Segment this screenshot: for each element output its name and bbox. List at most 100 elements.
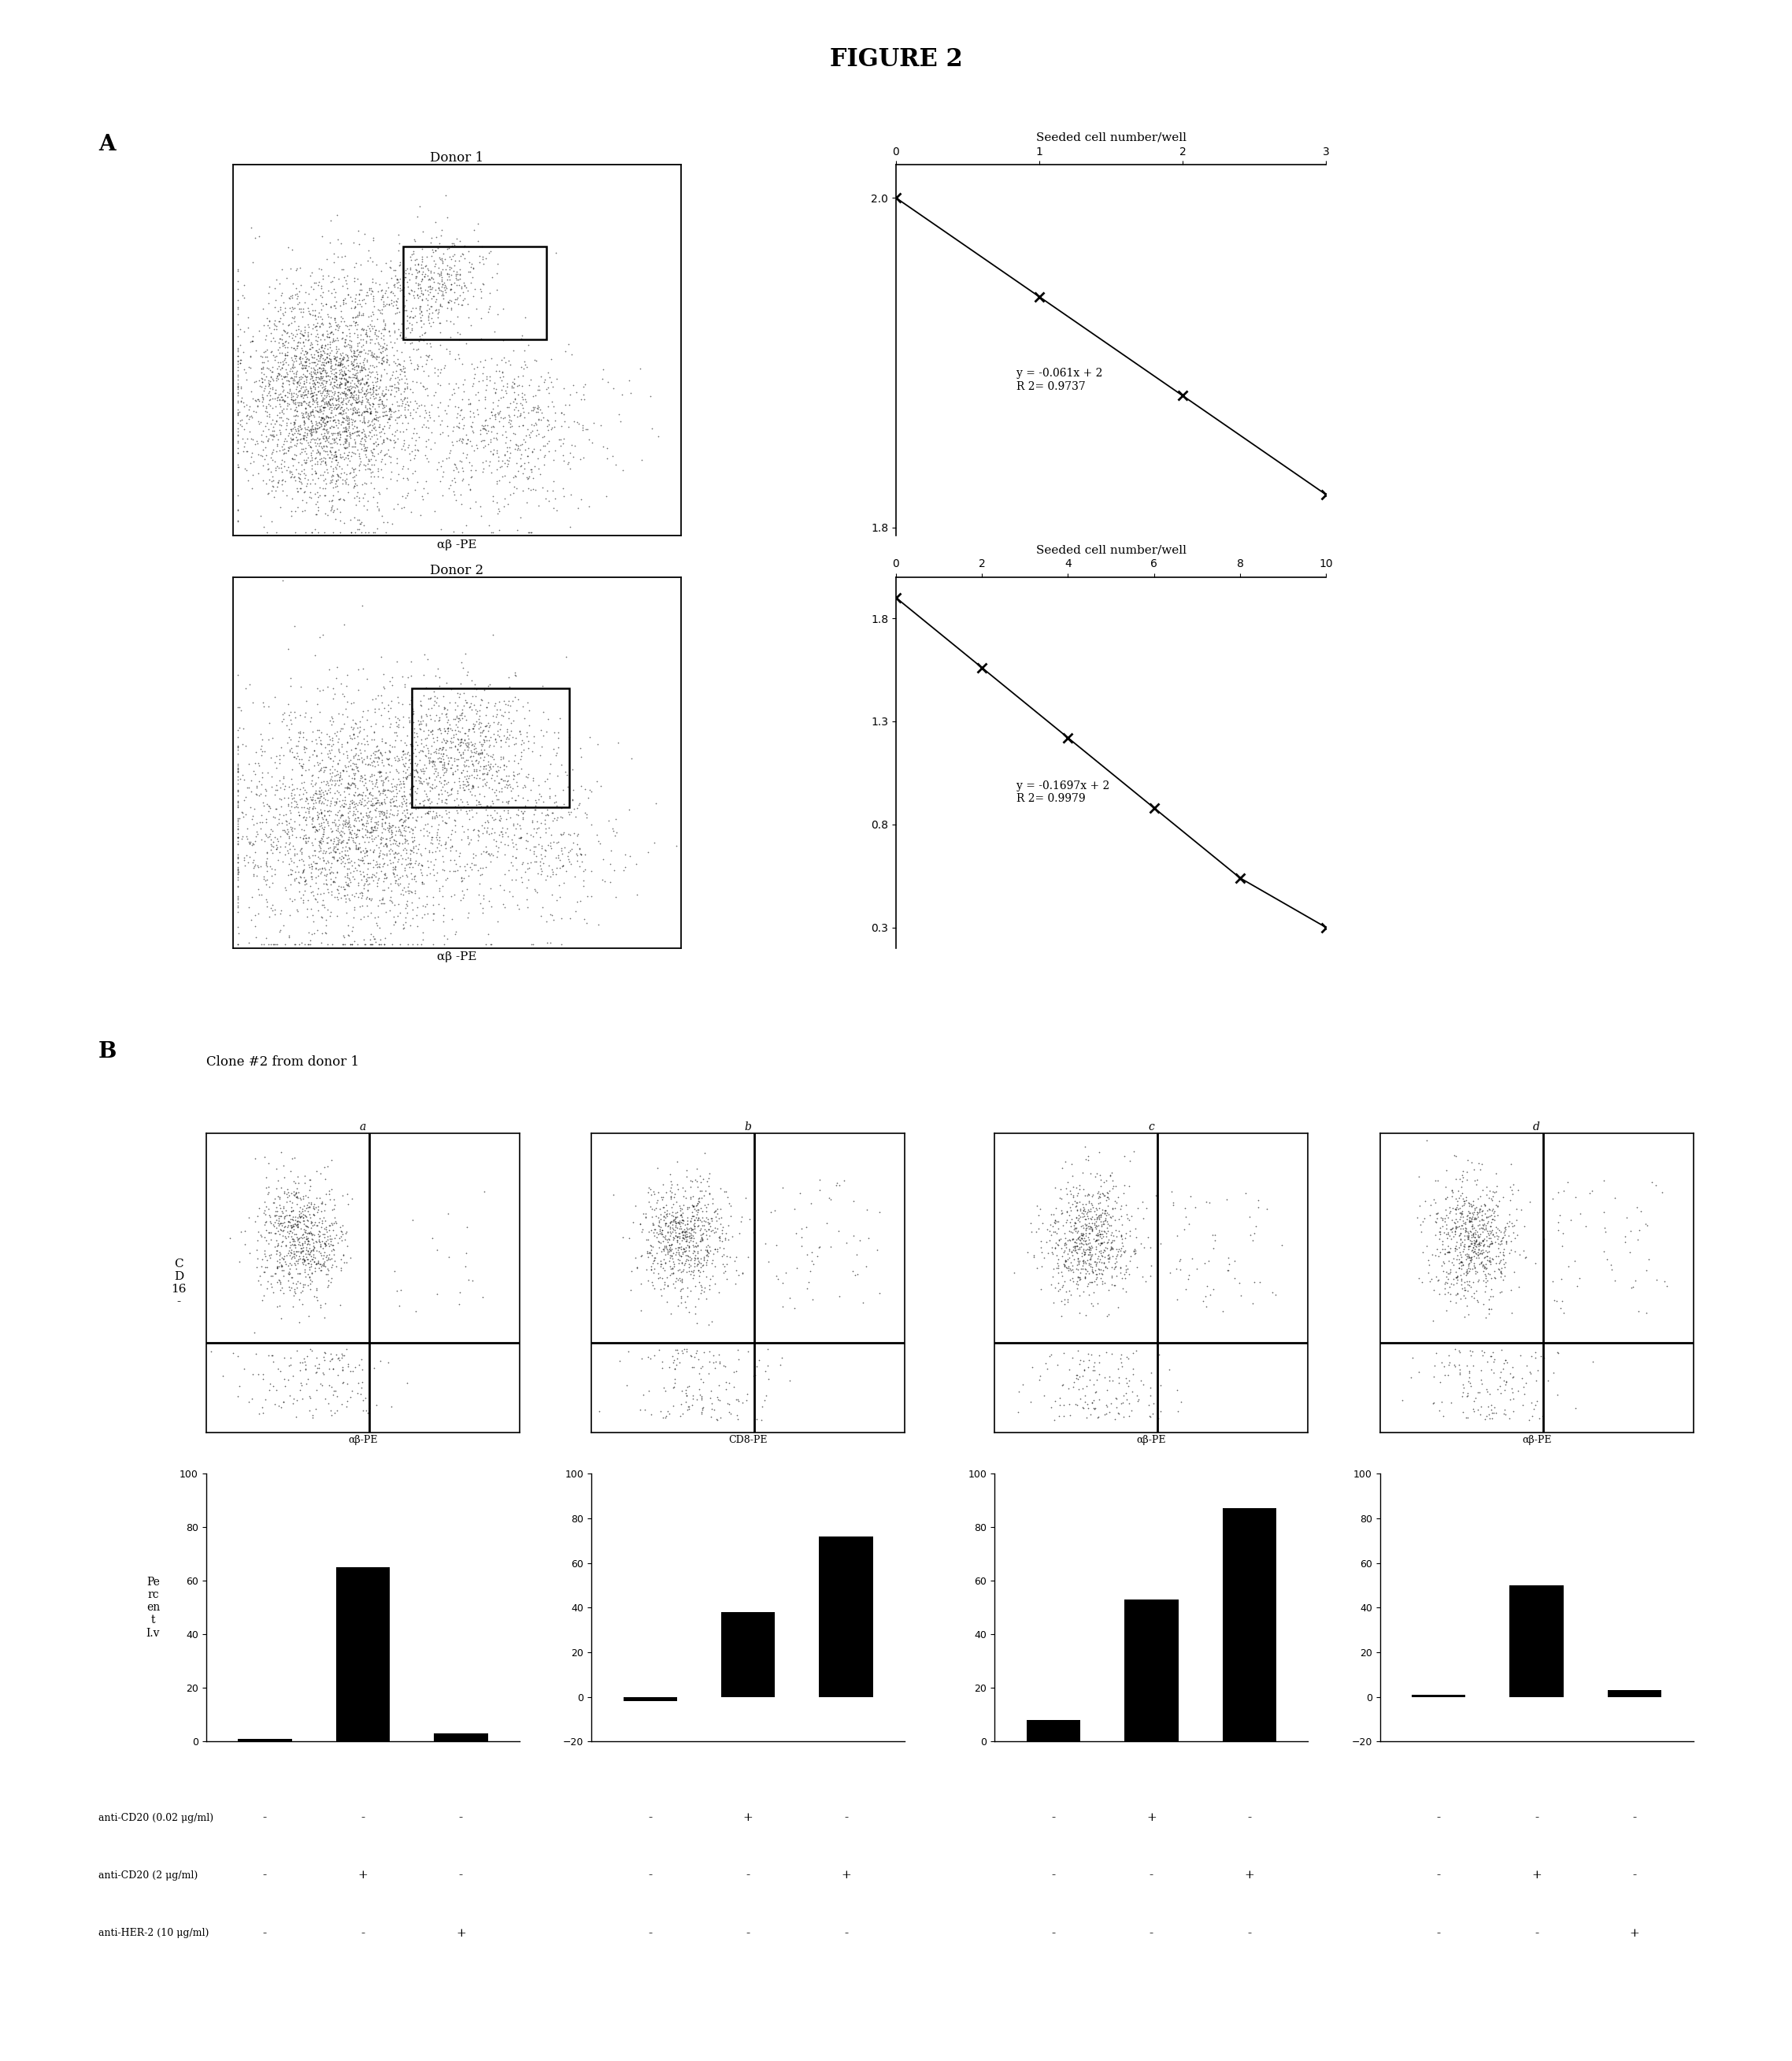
Point: [364, 423, 392, 455]
Point: [432, 666, 461, 699]
Point: [358, 748, 387, 781]
Point: [357, 375, 385, 408]
Point: [330, 361, 358, 394]
Point: [437, 740, 466, 773]
Point: [292, 1228, 321, 1261]
Point: [296, 701, 324, 734]
Point: [681, 1193, 710, 1226]
Point: [283, 365, 312, 398]
Point: [314, 857, 342, 890]
Point: [1032, 1346, 1061, 1379]
Point: [294, 820, 323, 853]
Point: [299, 1241, 328, 1274]
Point: [380, 423, 409, 455]
Point: [258, 363, 287, 396]
Point: [337, 332, 366, 365]
Point: [340, 381, 369, 414]
Point: [323, 383, 351, 416]
Point: [258, 423, 287, 455]
Point: [380, 369, 409, 402]
Point: [315, 742, 344, 775]
Point: [246, 369, 274, 402]
Point: [711, 1239, 740, 1272]
Point: [1066, 1169, 1095, 1202]
Point: [740, 1358, 769, 1391]
Point: [360, 328, 389, 361]
Point: [222, 808, 251, 841]
Point: [294, 927, 323, 960]
Point: [498, 826, 527, 859]
Point: [426, 773, 455, 806]
Point: [340, 851, 369, 884]
Point: [428, 212, 457, 245]
Point: [1048, 1270, 1077, 1303]
Point: [425, 293, 453, 326]
Point: [262, 404, 290, 437]
Point: [663, 1243, 692, 1276]
Point: [351, 882, 380, 915]
Point: [303, 913, 332, 946]
Point: [400, 711, 428, 744]
Point: [1068, 1373, 1097, 1406]
Point: [337, 406, 366, 439]
Point: [371, 725, 400, 758]
Point: [1034, 1237, 1063, 1270]
Point: [468, 715, 496, 748]
Point: [416, 264, 444, 297]
Point: [375, 835, 403, 868]
Point: [333, 373, 362, 406]
Point: [323, 464, 351, 497]
Point: [222, 334, 251, 367]
Point: [246, 1259, 274, 1292]
Point: [1063, 1362, 1091, 1395]
Point: [1448, 1195, 1477, 1228]
Point: [1045, 1389, 1073, 1422]
Point: [335, 373, 364, 406]
Point: [414, 851, 443, 884]
Point: [1460, 1255, 1489, 1288]
Point: [459, 771, 487, 804]
Point: [487, 365, 516, 398]
Point: [340, 761, 369, 793]
Point: [247, 734, 276, 767]
Point: [373, 398, 401, 431]
Point: [376, 361, 405, 394]
Point: [296, 398, 324, 431]
Point: [434, 703, 462, 736]
Point: [301, 767, 330, 800]
Point: [310, 408, 339, 441]
Point: [477, 872, 505, 905]
Point: [1086, 1177, 1115, 1210]
Point: [382, 754, 410, 787]
Point: [303, 408, 332, 441]
Point: [254, 451, 283, 484]
Point: [1495, 1218, 1523, 1251]
Point: [462, 431, 491, 464]
Point: [310, 750, 339, 783]
Point: [475, 276, 504, 309]
Point: [360, 715, 389, 748]
Point: [688, 1366, 717, 1399]
Point: [1088, 1265, 1116, 1298]
Point: [668, 1255, 697, 1288]
Point: [285, 458, 314, 491]
Point: [667, 1274, 695, 1307]
Point: [462, 394, 491, 427]
Point: [274, 820, 303, 853]
Point: [672, 1230, 701, 1263]
Point: [387, 352, 416, 385]
Point: [1464, 1239, 1493, 1272]
Point: [324, 882, 353, 915]
Point: [383, 829, 412, 861]
X-axis label: αβ-PE: αβ-PE: [348, 1434, 378, 1445]
Point: [437, 829, 466, 861]
Point: [360, 806, 389, 839]
Point: [321, 363, 349, 396]
Point: [1478, 1214, 1507, 1247]
Point: [396, 746, 425, 779]
Point: [324, 332, 353, 365]
Point: [383, 711, 412, 744]
Point: [1452, 1243, 1480, 1276]
Point: [294, 1247, 323, 1280]
Point: [1177, 1241, 1206, 1274]
